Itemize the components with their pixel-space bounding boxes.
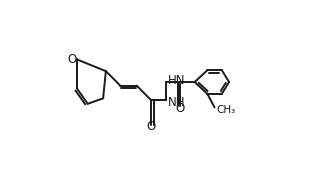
- Text: O: O: [175, 102, 185, 115]
- Text: O: O: [146, 120, 156, 133]
- Text: CH₃: CH₃: [216, 105, 236, 115]
- Text: O: O: [67, 53, 77, 66]
- Text: NH: NH: [168, 96, 186, 109]
- Text: HN: HN: [168, 74, 186, 87]
